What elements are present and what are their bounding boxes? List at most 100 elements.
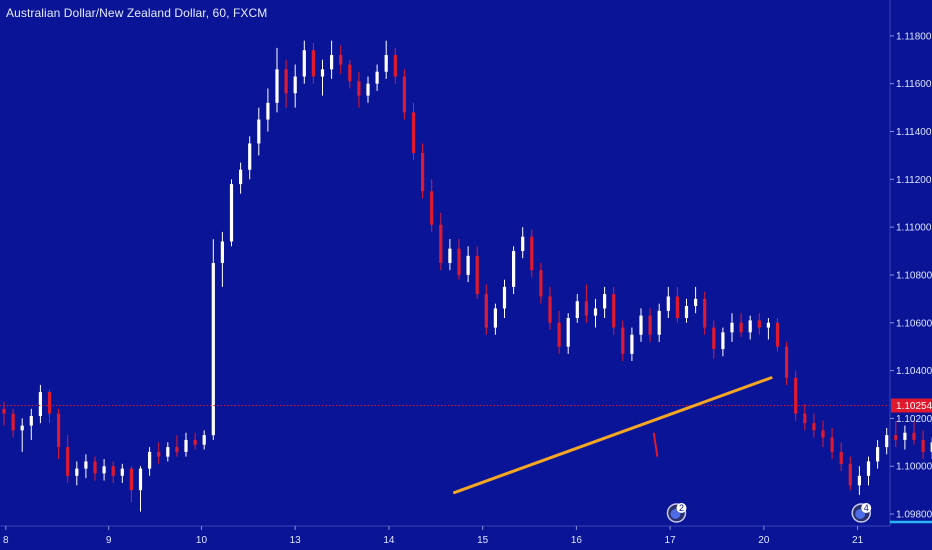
candle <box>684 298 689 323</box>
candle <box>621 320 625 362</box>
candle <box>812 413 816 438</box>
candle <box>411 102 416 161</box>
candle <box>366 76 370 103</box>
candle <box>721 327 725 357</box>
candle <box>393 47 397 84</box>
candle <box>20 418 24 452</box>
candle <box>557 310 561 354</box>
candle <box>730 313 734 342</box>
candle <box>448 239 452 271</box>
candle <box>357 71 361 108</box>
candle <box>157 442 161 464</box>
candle <box>703 291 707 335</box>
candle-body <box>166 447 170 457</box>
candle <box>830 427 834 460</box>
candle-body <box>548 296 552 323</box>
candle <box>493 303 497 335</box>
candle-body <box>566 317 570 347</box>
candle-body <box>493 308 497 328</box>
event-count-badge <box>676 503 687 513</box>
candle-body <box>912 432 916 440</box>
candle <box>794 370 798 421</box>
candle-body <box>885 435 889 448</box>
candle-body <box>302 50 306 77</box>
candle <box>530 229 534 278</box>
candle-body <box>129 468 133 491</box>
candle-body <box>603 294 607 309</box>
candle-body <box>803 413 807 424</box>
y-tick-label: 1.11800 <box>896 31 932 42</box>
candle-body <box>575 301 579 318</box>
candle-body <box>466 255 470 275</box>
y-tick-label: 1.11200 <box>896 175 932 186</box>
candle <box>857 466 861 495</box>
candle-body <box>639 315 643 335</box>
candle <box>593 298 598 328</box>
candle-body <box>375 71 379 84</box>
candle-body <box>148 451 152 469</box>
candle <box>248 136 252 180</box>
candle <box>502 279 507 318</box>
candle-body <box>757 320 761 328</box>
candle <box>330 40 334 79</box>
candle <box>193 432 197 450</box>
candle-body <box>457 248 461 275</box>
candle-body <box>84 461 88 469</box>
candle-body <box>630 334 634 354</box>
candle <box>575 294 579 323</box>
candle <box>293 64 297 108</box>
x-tick-label: 16 <box>571 535 583 546</box>
candle-body <box>175 447 179 452</box>
candle-body <box>712 327 716 350</box>
candle-body <box>393 54 397 77</box>
candle <box>202 430 206 450</box>
candle <box>894 420 898 448</box>
candle <box>803 404 807 431</box>
candle-body <box>684 306 689 318</box>
candle-body <box>821 430 825 438</box>
y-tick-label: 1.11600 <box>896 79 932 90</box>
x-tick-label: 8 <box>3 535 9 546</box>
candle-body <box>239 169 243 185</box>
candle-body <box>484 294 488 328</box>
candle <box>475 246 479 299</box>
candle-body <box>29 416 33 426</box>
candle <box>138 466 143 512</box>
candle <box>484 284 488 335</box>
candle-body <box>812 423 816 431</box>
candle-body <box>248 143 252 170</box>
candle <box>775 317 780 352</box>
candle-body <box>184 439 188 452</box>
event-marker: 4 <box>851 503 872 523</box>
candle <box>566 313 570 354</box>
x-tick-label: 13 <box>290 535 302 546</box>
candle-body <box>2 408 6 414</box>
x-tick-label: 10 <box>196 535 208 546</box>
candle <box>102 459 106 481</box>
candle-body <box>257 119 261 144</box>
candle-body <box>648 315 652 335</box>
candle-body <box>612 294 616 328</box>
candle-body <box>120 468 124 476</box>
candle <box>84 454 88 479</box>
candle-body <box>47 392 52 414</box>
y-tick-label: 1.10200 <box>896 414 932 425</box>
candle <box>712 320 716 359</box>
candle <box>47 389 52 424</box>
candle <box>57 408 61 460</box>
y-tick-label: 1.11000 <box>896 223 932 234</box>
candle-body <box>766 322 770 328</box>
event-count-badge <box>861 503 872 513</box>
candle <box>466 246 470 283</box>
y-tick-label: 1.10600 <box>896 318 932 329</box>
candle <box>320 59 325 96</box>
candle <box>129 466 133 503</box>
candle-body <box>229 184 234 242</box>
candle <box>548 286 552 330</box>
candle <box>439 212 443 271</box>
y-tick-label: 1.11400 <box>896 127 932 138</box>
candle-body <box>903 432 907 440</box>
candle <box>66 435 70 483</box>
candle-body <box>775 322 780 347</box>
